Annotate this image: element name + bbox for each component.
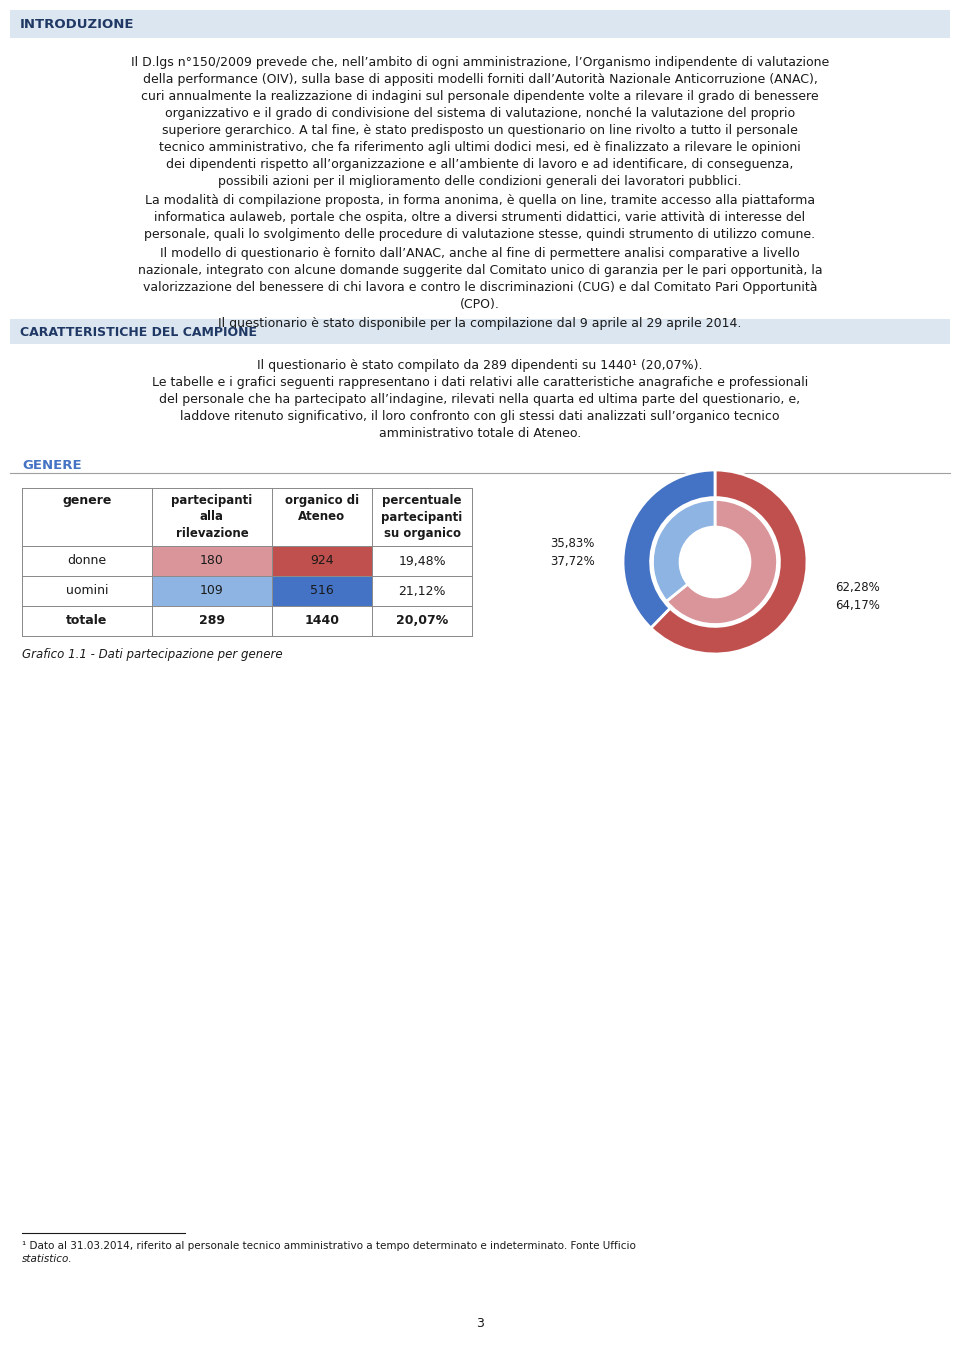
Text: valorizzazione del benessere di chi lavora e contro le discriminazioni (CUG) e d: valorizzazione del benessere di chi lavo… [143,280,817,294]
Text: ¹ Dato al 31.03.2014, riferito al personale tecnico amministrativo a tempo deter: ¹ Dato al 31.03.2014, riferito al person… [22,1242,636,1251]
Wedge shape [651,470,807,654]
Text: 37,72%: 37,72% [550,555,595,569]
Text: 180: 180 [200,554,224,568]
Text: laddove ritenuto significativo, il loro confronto con gli stessi dati analizzati: laddove ritenuto significativo, il loro … [180,410,780,423]
Text: nazionale, integrato con alcune domande suggerite dal Comitato unico di garanzia: nazionale, integrato con alcune domande … [137,264,823,276]
Text: possibili azioni per il miglioramento delle condizioni generali dei lavoratori p: possibili azioni per il miglioramento de… [218,175,742,187]
Text: 924: 924 [310,554,334,568]
Text: Il D.lgs n°150/2009 prevede che, nell’ambito di ogni amministrazione, l’Organism: Il D.lgs n°150/2009 prevede che, nell’am… [131,57,829,69]
Text: 20,07%: 20,07% [396,615,448,628]
Text: della performance (OIV), sulla base di appositi modelli forniti dall’Autorità Na: della performance (OIV), sulla base di a… [143,73,817,86]
Text: amministrativo totale di Ateneo.: amministrativo totale di Ateneo. [379,427,581,439]
Text: 62,28%: 62,28% [835,581,879,593]
Bar [153,577,272,605]
Text: INTRODUZIONE: INTRODUZIONE [20,18,134,31]
Text: Il questionario è stato compilato da 289 dipendenti su 1440¹ (20,07%).: Il questionario è stato compilato da 289… [257,359,703,372]
Text: Le tabelle e i grafici seguenti rappresentano i dati relativi alle caratteristic: Le tabelle e i grafici seguenti rapprese… [152,376,808,390]
Text: dei dipendenti rispetto all’organizzazione e all’ambiente di lavoro e ad identif: dei dipendenti rispetto all’organizzazio… [166,158,794,171]
Text: uomini: uomini [65,585,108,597]
Text: 21,12%: 21,12% [398,585,445,597]
Text: Il questionario è stato disponibile per la compilazione dal 9 aprile al 29 april: Il questionario è stato disponibile per … [218,317,742,330]
Bar [273,577,372,605]
Text: genere: genere [62,493,111,507]
Text: donne: donne [67,554,107,568]
Text: 64,17%: 64,17% [835,599,880,612]
Text: GENERE: GENERE [22,460,82,472]
Text: percentuale
partecipanti
su organico: percentuale partecipanti su organico [381,493,463,541]
Wedge shape [653,500,715,601]
Bar [10,9,950,38]
Text: partecipanti
alla
rilevazione: partecipanti alla rilevazione [172,493,252,541]
Text: Grafico 1.1 - Dati partecipazione per genere: Grafico 1.1 - Dati partecipazione per ge… [22,648,282,661]
Bar [273,546,372,576]
Text: statistico.: statistico. [22,1254,73,1264]
Text: 289: 289 [199,615,225,628]
Wedge shape [666,500,778,624]
Text: organizzativo e il grado di condivisione del sistema di valutazione, nonché la v: organizzativo e il grado di condivisione… [165,106,795,120]
Text: (CPO).: (CPO). [460,298,500,311]
Wedge shape [623,470,715,628]
Text: totale: totale [66,615,108,628]
Text: La modalità di compilazione proposta, in forma anonima, è quella on line, tramit: La modalità di compilazione proposta, in… [145,194,815,208]
Bar [153,546,272,576]
Text: 35,83%: 35,83% [551,538,595,550]
Text: 109: 109 [200,585,224,597]
Text: 19,48%: 19,48% [398,554,445,568]
Text: del personale che ha partecipato all’indagine, rilevati nella quarta ed ultima p: del personale che ha partecipato all’ind… [159,394,801,406]
Text: 1440: 1440 [304,615,340,628]
Text: 3: 3 [476,1317,484,1330]
Text: tecnico amministrativo, che fa riferimento agli ultimi dodici mesi, ed è finaliz: tecnico amministrativo, che fa riferimen… [159,142,801,154]
Text: 516: 516 [310,585,334,597]
Text: personale, quali lo svolgimento delle procedure di valutazione stesse, quindi st: personale, quali lo svolgimento delle pr… [144,228,816,241]
Text: CARATTERISTICHE DEL CAMPIONE: CARATTERISTICHE DEL CAMPIONE [20,325,257,338]
Text: Il modello di questionario è fornito dall’ANAC, anche al fine di permettere anal: Il modello di questionario è fornito dal… [160,247,800,260]
Text: curi annualmente la realizzazione di indagini sul personale dipendente volte a r: curi annualmente la realizzazione di ind… [141,90,819,102]
Text: organico di
Ateneo: organico di Ateneo [285,493,359,523]
Text: superiore gerarchico. A tal fine, è stato predisposto un questionario on line ri: superiore gerarchico. A tal fine, è stat… [162,124,798,137]
Bar [10,319,950,344]
Text: informatica aulaweb, portale che ospita, oltre a diversi strumenti didattici, va: informatica aulaweb, portale che ospita,… [155,212,805,224]
